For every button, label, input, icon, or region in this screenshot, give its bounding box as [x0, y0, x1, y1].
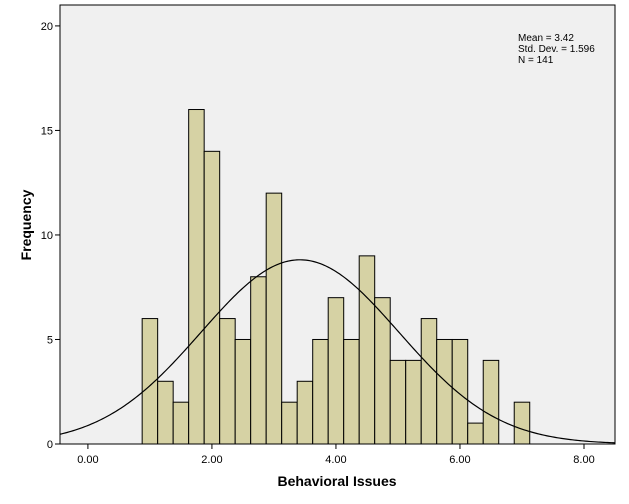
x-tick-label: 8.00 — [573, 454, 594, 466]
histogram-bar — [451, 338, 469, 445]
histogram-bar — [234, 338, 252, 445]
x-axis: 0.00 2.00 4.00 6.00 8.00 — [77, 444, 595, 466]
y-tick-label: 0 — [47, 439, 53, 451]
y-tick-label: 10 — [41, 230, 53, 242]
histogram-bar — [157, 380, 174, 445]
x-tick-label: 2.00 — [201, 454, 222, 466]
x-tick-label: 6.00 — [449, 454, 470, 466]
histogram-bar — [343, 338, 360, 445]
histogram-bar — [281, 401, 298, 445]
histogram-bar — [188, 109, 205, 445]
x-tick-label: 4.00 — [325, 454, 346, 466]
y-tick-label: 15 — [41, 125, 53, 137]
histogram-bar — [296, 380, 314, 445]
histogram-bar — [203, 150, 221, 445]
histogram-bar — [467, 422, 484, 445]
histogram-bar — [219, 318, 236, 445]
y-tick-label: 20 — [41, 21, 53, 33]
y-axis: 0 5 10 15 20 — [41, 21, 60, 451]
histogram-bars — [141, 109, 531, 445]
histogram-bar — [172, 401, 190, 445]
stats-line: Mean = 3.42 — [518, 33, 574, 44]
histogram-bar — [358, 255, 376, 445]
histogram-bar — [436, 338, 453, 445]
stats-line: N = 141 — [518, 55, 554, 66]
histogram-bar — [312, 338, 329, 445]
x-tick-label: 0.00 — [77, 454, 98, 466]
x-axis-title: Behavioral Issues — [277, 473, 396, 489]
stats-line: Std. Dev. = 1.596 — [518, 44, 595, 55]
histogram-bar — [250, 276, 267, 445]
y-tick-label: 5 — [47, 334, 53, 346]
histogram-bar — [405, 359, 422, 445]
histogram-bar — [482, 359, 500, 445]
histogram-bar — [327, 297, 345, 445]
normal-curve — [59, 259, 616, 444]
y-axis-title: Frequency — [18, 189, 34, 260]
histogram-bar — [265, 192, 283, 445]
histogram-bar — [513, 401, 531, 445]
histogram-bar — [389, 359, 407, 445]
histogram-bar — [420, 318, 438, 445]
